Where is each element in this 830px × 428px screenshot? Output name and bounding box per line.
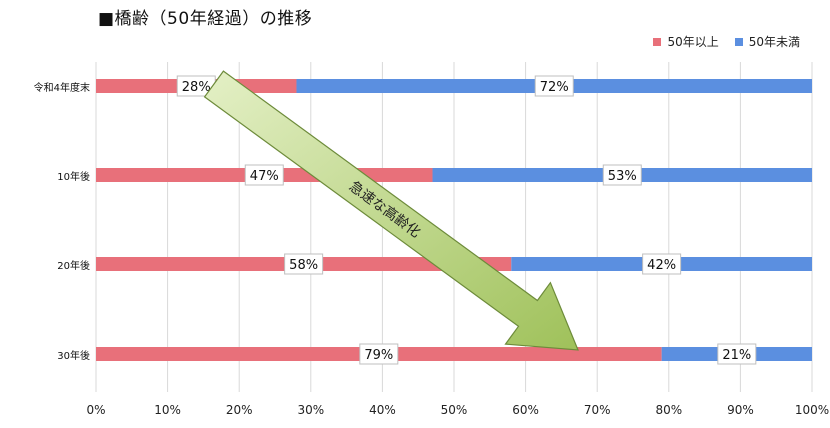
category-label: 令和4年度末 bbox=[34, 81, 90, 94]
x-tick-label: 80% bbox=[655, 403, 682, 417]
data-label-box bbox=[284, 253, 324, 275]
x-tick-label: 50% bbox=[441, 403, 468, 417]
data-label-box bbox=[244, 164, 284, 186]
x-tick-label: 60% bbox=[512, 403, 539, 417]
x-tick-label: 90% bbox=[727, 403, 754, 417]
data-label: 28% bbox=[182, 80, 211, 95]
data-label: 21% bbox=[722, 348, 751, 363]
data-label-box bbox=[602, 164, 642, 186]
category-label: 20年後 bbox=[57, 259, 90, 272]
legend-swatch-series1 bbox=[653, 37, 662, 46]
legend-swatch-series2 bbox=[734, 37, 743, 46]
category-label: 10年後 bbox=[57, 170, 90, 183]
x-tick-label: 70% bbox=[584, 403, 611, 417]
data-label: 79% bbox=[364, 348, 393, 363]
data-label: 58% bbox=[289, 258, 318, 273]
x-tick-label: 30% bbox=[297, 403, 324, 417]
x-tick-label: 40% bbox=[369, 403, 396, 417]
x-tick-label: 100% bbox=[795, 403, 829, 417]
data-label-box bbox=[717, 343, 757, 365]
data-label: 53% bbox=[608, 169, 637, 184]
grid bbox=[95, 62, 813, 392]
data-label-box bbox=[642, 253, 682, 275]
data-label: 72% bbox=[540, 80, 569, 95]
data-label-box bbox=[534, 75, 574, 97]
data-labels: 28% 72% 47% 53% 58% 42% 79% 21% bbox=[176, 75, 757, 365]
chart-title: ■橋齢（50年経過）の推移 bbox=[98, 9, 313, 29]
legend: 50年以上 50年未満 bbox=[653, 33, 800, 50]
x-tick-label: 20% bbox=[226, 403, 253, 417]
category-label: 30年後 bbox=[57, 349, 90, 362]
data-label-box bbox=[359, 343, 399, 365]
data-label: 42% bbox=[647, 258, 676, 273]
legend-label-series2: 50年未満 bbox=[748, 35, 800, 49]
trend-arrow: 急速な高齢化 bbox=[203, 70, 579, 351]
x-tick-label: 0% bbox=[86, 403, 105, 417]
category-axis: 令和4年度末 10年後 20年後 30年後 bbox=[34, 81, 90, 362]
legend-label-series1: 50年以上 bbox=[667, 35, 719, 49]
x-tick-label: 10% bbox=[154, 403, 181, 417]
trend-arrow-shape bbox=[203, 70, 579, 351]
x-axis: 0% 10% 20% 30% 40% 50% 60% 70% 80% 90% 100% bbox=[86, 403, 829, 417]
data-label: 47% bbox=[250, 169, 279, 184]
